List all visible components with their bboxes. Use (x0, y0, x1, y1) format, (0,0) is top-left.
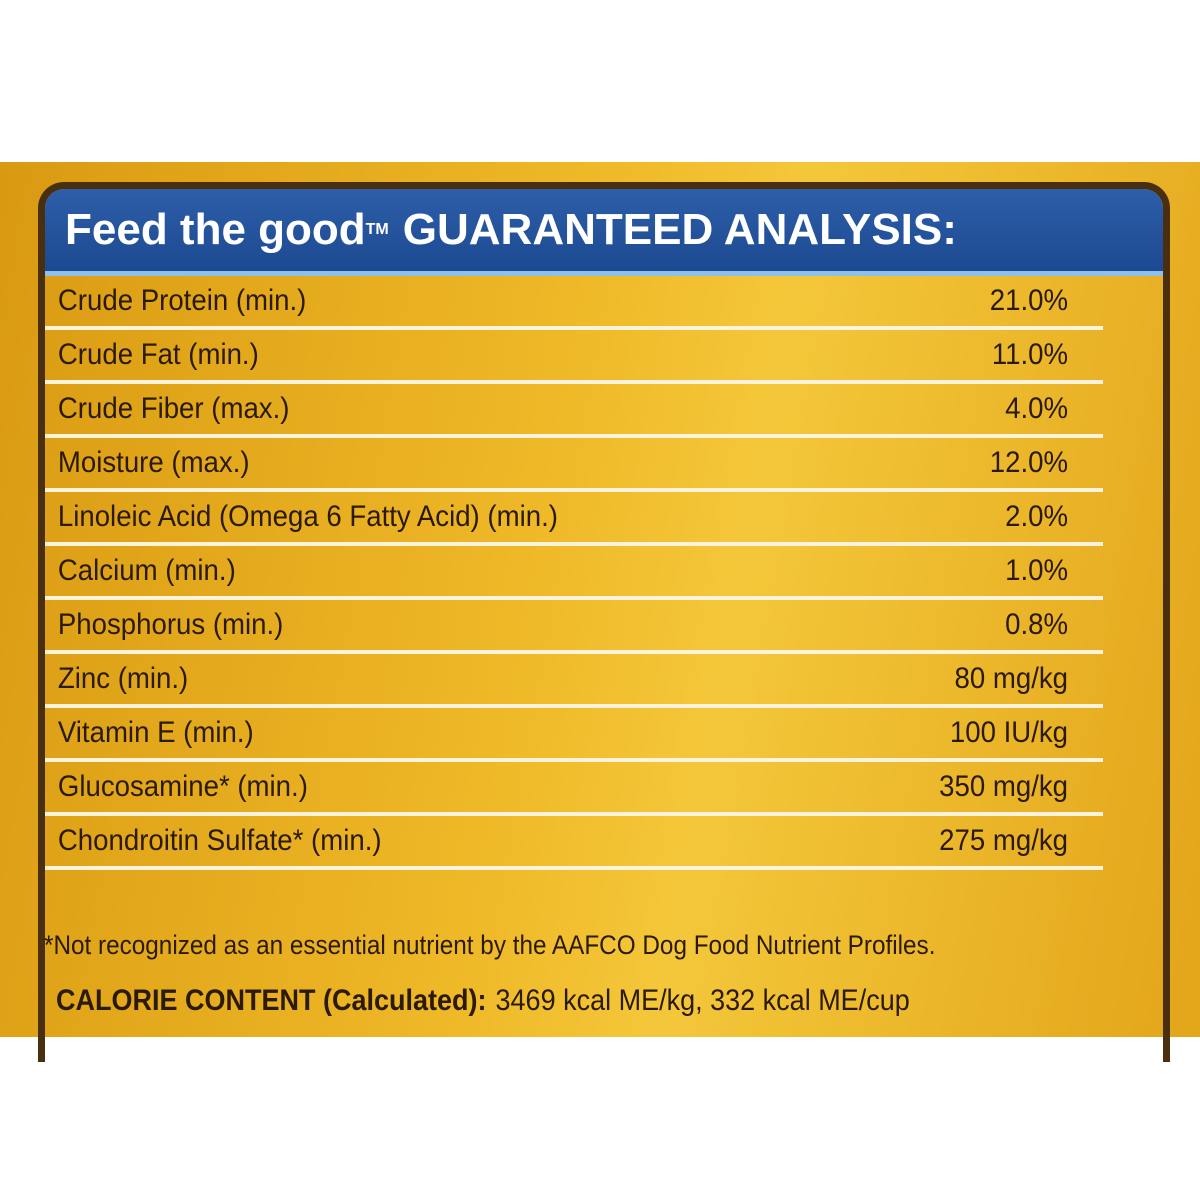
table-row: Chondroitin Sulfate* (min.) 275 mg/kg (45, 816, 1103, 870)
nutrient: Crude Fiber (max.) (57, 392, 290, 425)
table-row: Crude Protein (min.) 21.0% (45, 276, 1103, 330)
nutrient: Moisture (max.) (57, 446, 250, 479)
header: Feed the good TM GUARANTEED ANALYSIS: (45, 189, 1163, 276)
table-row: Calcium (min.) 1.0% (45, 546, 1103, 600)
analysis-panel: Feed the good TM GUARANTEED ANALYSIS: Cr… (38, 182, 1170, 1062)
table-row: Glucosamine* (min.) 350 mg/kg (45, 762, 1103, 816)
amount: 2.0% (1005, 500, 1069, 533)
amount: 100 IU/kg (949, 716, 1069, 749)
nutrient: Phosphorus (min.) (57, 608, 284, 641)
title: GUARANTEED ANALYSIS: (402, 205, 957, 254)
amount: 4.0% (1005, 392, 1069, 425)
table-row: Zinc (min.) 80 mg/kg (45, 654, 1103, 708)
table-row: Crude Fiber (max.) 4.0% (45, 384, 1103, 438)
nutrient: Glucosamine* (min.) (57, 770, 308, 803)
amount: 80 mg/kg (954, 662, 1069, 695)
footnote: *Not recognized as an essential nutrient… (44, 930, 936, 960)
amount: 12.0% (989, 446, 1069, 479)
table-row: Vitamin E (min.) 100 IU/kg (45, 708, 1103, 762)
nutrient: Crude Protein (min.) (57, 284, 307, 317)
amount: 21.0% (989, 284, 1069, 317)
amount: 11.0% (991, 338, 1069, 371)
amount: 0.8% (1005, 608, 1069, 641)
brand: Feed the good (65, 205, 366, 254)
calorie-label: CALORIE CONTENT (Calculated): (56, 984, 487, 1017)
calorie-content: CALORIE CONTENT (Calculated): 3469 kcal M… (56, 984, 910, 1018)
amount: 350 mg/kg (939, 770, 1069, 803)
analysis-table: Crude Protein (min.) 21.0% Crude Fat (min.… (45, 276, 1163, 870)
table-row: Linoleic Acid (Omega 6 Fatty Acid) (min.… (45, 492, 1103, 546)
nutrient: Chondroitin Sulfate* (min.) (57, 824, 382, 857)
nutrient: Crude Fat (min.) (57, 338, 259, 371)
calorie-value: 3469 kcal ME/kg, 332 kcal ME/cup (495, 984, 910, 1017)
nutrient: Linoleic Acid (Omega 6 Fatty Acid) (min.… (57, 500, 558, 533)
trademark: TM (365, 221, 389, 238)
nutrient: Calcium (min.) (57, 554, 236, 587)
nutrient: Zinc (min.) (57, 662, 189, 695)
amount: 1.0% (1005, 554, 1069, 587)
nutrient: Vitamin E (min.) (57, 716, 254, 749)
table-row: Crude Fat (min.) 11.0% (45, 330, 1103, 384)
amount: 275 mg/kg (939, 824, 1069, 857)
table-row: Moisture (max.) 12.0% (45, 438, 1103, 492)
table-row: Phosphorus (min.) 0.8% (45, 600, 1103, 654)
